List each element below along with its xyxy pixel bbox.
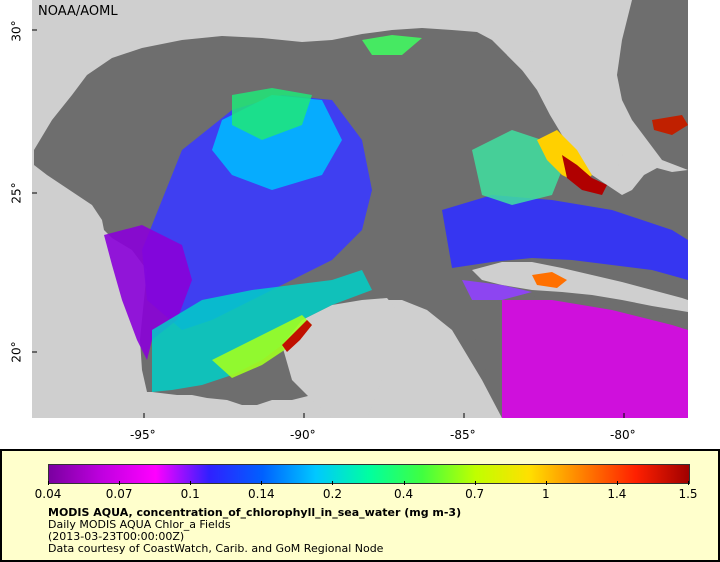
colorbar-tick-label: 0.4 (394, 487, 414, 501)
chl-swath-purple (104, 225, 192, 360)
colorbar-tick-mark (261, 481, 263, 485)
colorbar-tick-label: 0.1 (180, 487, 200, 501)
colorbar-tick-mark (688, 481, 689, 485)
yucatan-peninsula (282, 298, 397, 418)
chl-swath-cuba-south-purple (462, 280, 532, 300)
colorbar-tick-label: 0.14 (247, 487, 275, 501)
colorbar-tick-mark (190, 481, 192, 485)
legend-title: MODIS AQUA, concentration_of_chlorophyll… (48, 506, 462, 519)
colorbar-tick-label: 0.2 (322, 487, 342, 501)
map-credit: NOAA/AOML (38, 4, 118, 19)
cuba (472, 262, 688, 312)
colorbar-tick-label: 1 (541, 487, 550, 501)
colorbar-tick-mark (332, 481, 334, 485)
legend-line-3: Data courtesy of CoastWatch, Carib. and … (48, 542, 384, 555)
chl-swath-north-green (362, 35, 422, 55)
chl-coast-red-campeche (282, 320, 312, 352)
lon-label-85: -85° (450, 428, 476, 442)
colorbar-tick-mark (474, 481, 476, 485)
colorbar-tick-label: 0.7 (465, 487, 485, 501)
colorbar-tick-mark (403, 481, 405, 485)
chl-swath-coastal-green (212, 315, 312, 378)
chl-swath-bay-campeche (152, 270, 372, 392)
chl-cuba-coast-orange (532, 272, 567, 288)
colorbar-tick-label: 1.5 (678, 487, 698, 501)
chl-swath-florida-strait (442, 195, 688, 280)
lon-label-80: -80° (610, 428, 636, 442)
lat-label-20: 20° (9, 341, 24, 363)
legend-line-1: Daily MODIS AQUA Chlor_a Fields (48, 518, 231, 531)
lat-label-30: 30° (9, 20, 24, 42)
colorbar-tick-label: 0.04 (34, 487, 62, 501)
map-frame: NOAA/AOML (32, 0, 688, 418)
chl-swath-west-green (232, 88, 312, 140)
colorbar-tick-mark (119, 481, 121, 485)
colorbar-tick-mark (48, 481, 49, 485)
lat-label-25: 25° (9, 182, 24, 204)
lon-label-95: -95° (130, 428, 156, 442)
legend-line-2: (2013-03-23T00:00:00Z) (48, 530, 185, 543)
colorbar-tick-mark (545, 481, 547, 485)
chl-bahamas-red (652, 115, 688, 135)
chl-coast-red-florida (562, 155, 607, 195)
colorbar (48, 464, 690, 484)
lon-label-90: -90° (290, 428, 316, 442)
colorbar-tick-mark (616, 481, 618, 485)
florida-peninsula (507, 45, 627, 185)
chl-swath-caribbean-magenta (502, 300, 688, 418)
colorbar-tick-label: 1.4 (607, 487, 627, 501)
map-ticks (32, 29, 625, 418)
chlorophyll-map (32, 0, 688, 418)
chl-swath-east-green (472, 130, 562, 205)
colorbar-tick-label: 0.07 (105, 487, 133, 501)
